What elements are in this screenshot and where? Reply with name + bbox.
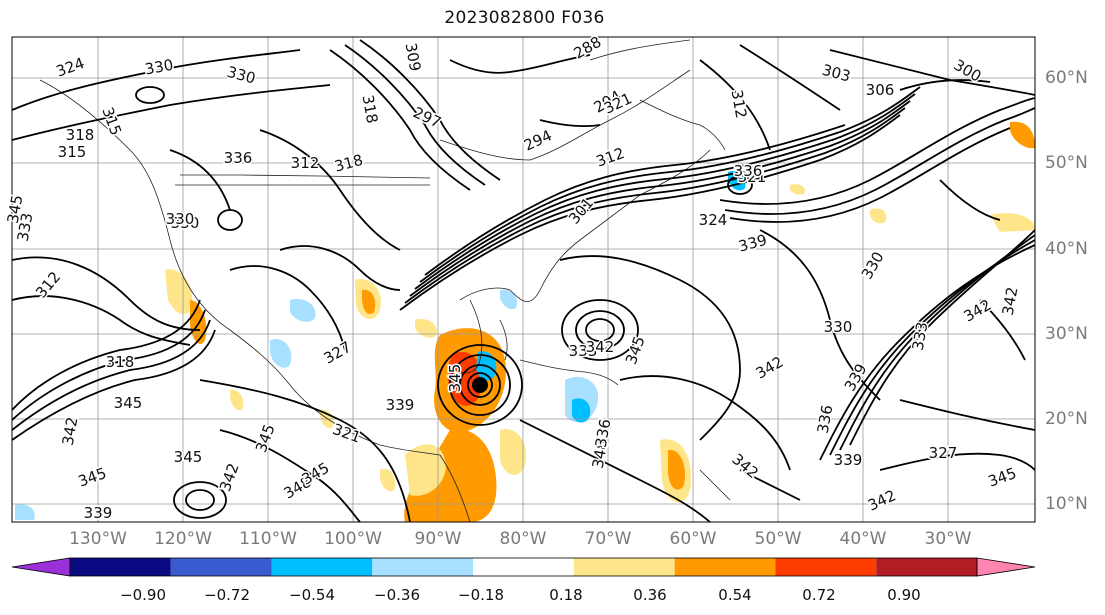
colorbar-tick-9: 0.90 [887, 586, 921, 604]
hurricane-center-marker [472, 377, 488, 393]
shade-yellow-8 [870, 208, 887, 224]
shade-orange-4 [362, 289, 376, 315]
contour-label: 318 [106, 353, 135, 371]
colorbar-box-7 [775, 558, 877, 576]
contour-label: 306 [866, 81, 895, 99]
colorbar-extend-high [976, 557, 1036, 577]
contour-label: 339 [834, 451, 863, 469]
shade-lightblue-3 [290, 299, 316, 322]
lon-label-120w: 120°W [154, 529, 212, 549]
contour-label: 330 [824, 318, 853, 336]
contour-label: 345 [446, 364, 464, 393]
lon-label-60w: 60°W [669, 529, 717, 549]
shade-yellow-plume [405, 444, 446, 496]
shade-orange-3 [668, 449, 686, 490]
shade-blue-1 [572, 398, 591, 423]
colorbar-box-2 [271, 558, 373, 576]
lon-label-130w: 130°W [69, 529, 127, 549]
shade-yellow-sw [500, 429, 526, 476]
lat-label-20n: 20°N [1045, 409, 1088, 429]
shade-yellow-6 [990, 213, 1035, 232]
contour-label: 309 [402, 41, 425, 72]
lon-label-80w: 80°W [499, 529, 547, 549]
contour-label: 312 [291, 154, 320, 172]
contour-label: 330 [166, 210, 195, 228]
shade-yellow-12 [380, 468, 396, 492]
colorbar-tick-5: 0.18 [549, 586, 583, 604]
colorbar-tick-4: −0.18 [458, 586, 504, 604]
colorbar-outline [69, 557, 978, 577]
contour-label: 339 [84, 504, 113, 522]
contour-label: 333 [569, 342, 598, 360]
lat-label-40n: 40°N [1045, 239, 1088, 259]
colorbar-box-6 [674, 558, 776, 576]
colorbar-box-4 [473, 558, 574, 576]
contour-lines [12, 39, 1035, 522]
colorbar-extend-low [11, 557, 71, 577]
lat-label-10n: 10°N [1045, 494, 1088, 514]
colorbar-box-8 [876, 558, 977, 576]
lon-label-100w: 100°W [324, 529, 382, 549]
colorbar-tick-3: −0.36 [374, 586, 420, 604]
colorbar-box-3 [372, 558, 474, 576]
contour-label: 336 [734, 162, 763, 180]
contour-label: 327 [929, 444, 958, 462]
shade-orange-6 [1010, 121, 1035, 149]
shade-yellow-7 [415, 319, 437, 338]
shade-lightblue-2 [270, 339, 292, 368]
shade-yellow-9 [790, 184, 806, 195]
shade-orange-plume [404, 429, 497, 522]
lon-label-110w: 110°W [239, 529, 297, 549]
lon-label-90w: 90°W [414, 529, 462, 549]
lat-label-30n: 30°N [1045, 324, 1088, 344]
contour-label: 339 [386, 396, 415, 414]
colorbar-box-1 [170, 558, 272, 576]
map-title: 2023082800 F036 [444, 8, 605, 28]
graticule [12, 37, 1035, 522]
lon-label-50w: 50°W [754, 529, 802, 549]
plot-frame [11, 36, 1036, 523]
contour-label: 345 [174, 448, 203, 466]
shade-lightblue-5 [500, 289, 518, 310]
colorbar [11, 557, 1036, 577]
lon-label-70w: 70°W [584, 529, 632, 549]
contour-label: 324 [699, 211, 728, 229]
lon-label-40w: 40°W [839, 529, 887, 549]
lon-label-30w: 30°W [924, 529, 972, 549]
colorbar-tick-7: 0.54 [718, 586, 752, 604]
colorbar-box-5 [573, 558, 675, 576]
colorbar-tick-0: −0.90 [120, 586, 166, 604]
contour-label: 318 [66, 126, 95, 144]
contour-label: 321 [738, 168, 767, 186]
lat-label-50n: 50°N [1045, 153, 1088, 173]
contour-label: 345 [114, 394, 143, 412]
shade-yellow-10 [230, 389, 244, 411]
contour-label: 330 [171, 214, 200, 232]
colorbar-tick-1: −0.72 [204, 586, 250, 604]
colorbar-tick-6: 0.36 [633, 586, 667, 604]
contour-label: 315 [58, 143, 87, 161]
lat-label-60n: 60°N [1045, 68, 1088, 88]
colorbar-tick-8: 0.72 [802, 586, 836, 604]
colorbar-tick-2: −0.54 [289, 586, 335, 604]
colorbar-box-0 [70, 558, 171, 576]
contour-label: 336 [224, 149, 253, 167]
shade-lightblue-6 [15, 504, 35, 520]
contour-label: 342 [586, 338, 615, 356]
